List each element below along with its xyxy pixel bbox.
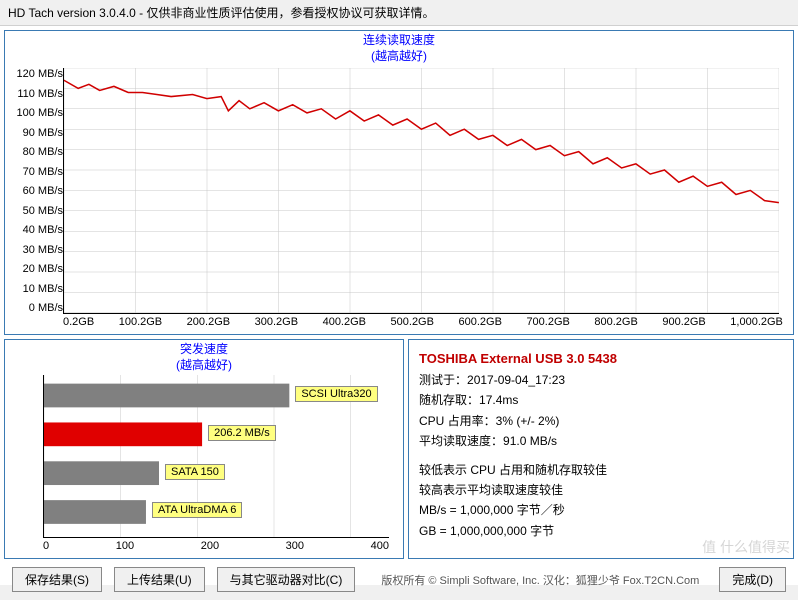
save-button[interactable]: 保存结果(S) [12,567,102,592]
copyright: 版权所有 © Simpli Software, Inc. 汉化：狐狸少爷 Fox… [381,572,707,588]
upload-button[interactable]: 上传结果(U) [114,567,205,592]
cpu-usage: CPU 占用率：3% (+/- 2%) [419,411,783,431]
info-panel: TOSHIBA External USB 3.0 5438 测试于：2017-0… [408,339,794,559]
burst-speed-panel: 突发速度(越高越好) SCSI Ultra320 206.2 MB/s SATA 1… [4,339,404,559]
window-title: HD Tach version 3.0.4.0 - 仅供非商业性质评估使用，参看… [0,0,798,26]
read-chart-y-axis: 120 MB/s110 MB/s100 MB/s90 MB/s80 MB/s70… [15,68,63,314]
note-gb: GB = 1,000,000,000 字节 [419,521,783,541]
read-chart-title: 连续读取速度(越高越好) [5,31,793,64]
burst-chart-title: 突发速度(越高越好) [5,340,403,373]
device-name: TOSHIBA External USB 3.0 5438 [419,348,783,370]
note-low: 较低表示 CPU 占用和随机存取较佳 [419,460,783,480]
compare-button[interactable]: 与其它驱动器对比(C) [217,567,356,592]
read-chart-plot [63,68,779,314]
bar-label: 206.2 MB/s [208,425,276,441]
bar-label: SATA 150 [165,464,225,480]
avg-read: 平均读取速度：91.0 MB/s [419,431,783,451]
burst-chart-plot: SCSI Ultra320 206.2 MB/s SATA 150 ATA Ultra… [43,375,389,538]
random-access: 随机存取：17.4ms [419,390,783,410]
bar-label: ATA UltraDMA 6 [152,502,242,518]
burst-chart-x-axis: 0100200300400 [43,540,389,556]
note-mbs: MB/s = 1,000,000 字节／秒 [419,500,783,520]
done-button[interactable]: 完成(D) [719,567,786,592]
read-speed-panel: 连续读取速度(越高越好) 120 MB/s110 MB/s100 MB/s90 … [4,30,794,335]
read-chart-x-axis: 0.2GB100.2GB200.2GB300.2GB400.2GB500.2GB… [63,316,783,332]
bar-label: SCSI Ultra320 [295,386,377,402]
note-high: 较高表示平均读取速度较佳 [419,480,783,500]
tested-at: 测试于：2017-09-04_17:23 [419,370,783,390]
button-bar: 保存结果(S) 上传结果(U) 与其它驱动器对比(C) 版权所有 © Simpl… [4,563,794,596]
